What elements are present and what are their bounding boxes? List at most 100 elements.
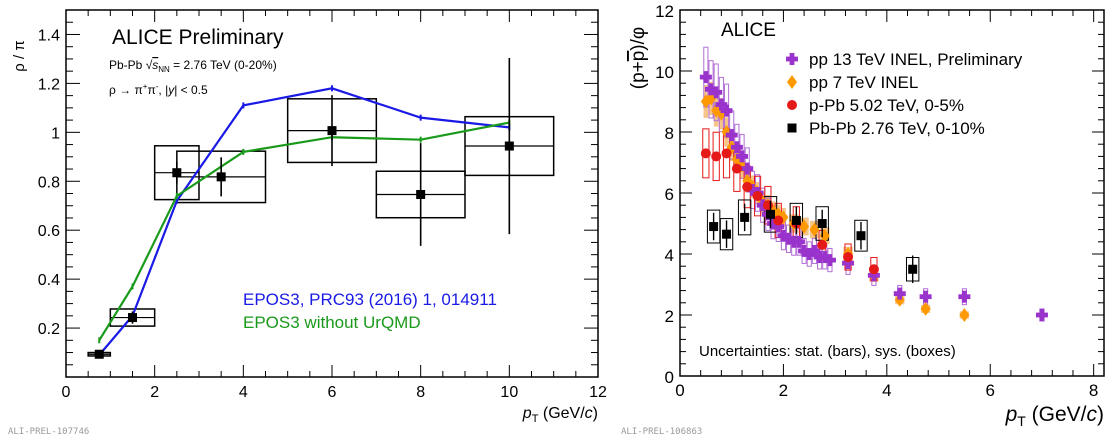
right-chart: 0 2 4 6 8 0 2 4 6 8 10 12 pp 13 TeV INEL, Prelimina… <box>621 2 1105 437</box>
right-legend-marker <box>786 53 798 65</box>
left-data-point <box>128 313 137 323</box>
left-legend-epos3: EPOS3, PRC93 (2016) 1, 014911 <box>243 290 497 309</box>
right-y-tick-label: 4 <box>665 246 674 265</box>
right-prelim-tag: ALI-PREL-106863 <box>621 427 702 437</box>
right-data-point <box>705 83 718 96</box>
right-data-point <box>700 148 711 159</box>
right-data-point <box>893 287 906 300</box>
right-x-tick-label: 6 <box>986 381 995 400</box>
right-data-point <box>799 219 810 234</box>
right-data-point <box>715 98 728 111</box>
right-y-tick-label: 12 <box>655 2 674 21</box>
right-data-point <box>765 209 775 219</box>
left-y-tick-label: 1.2 <box>38 76 60 93</box>
left-y-tick-label: 0.4 <box>38 272 60 289</box>
right-y-tick-label: 0 <box>665 368 674 387</box>
right-y-tick-label: 6 <box>665 185 674 204</box>
right-y-tick-label: 2 <box>665 307 674 326</box>
right-x-tick-label: 2 <box>779 381 788 400</box>
right-data-point <box>817 239 828 250</box>
right-y-axis-label: (p+p)/φ <box>628 27 649 90</box>
right-data-point <box>725 129 738 142</box>
right-data-point <box>868 264 879 275</box>
right-pbpb-sys-box <box>737 199 752 236</box>
left-x-tick-label: 4 <box>239 384 248 401</box>
left-x-axis-label: pT (GeV/c) <box>522 405 598 425</box>
left-x-tick-label: 6 <box>328 384 337 401</box>
right-data-point <box>706 91 717 106</box>
right-data-point <box>720 104 733 117</box>
right-y-tick-label: 10 <box>655 63 674 82</box>
left-y-tick-label: 0.6 <box>38 223 60 240</box>
right-x-tick-label: 8 <box>1089 381 1098 400</box>
left-y-tick-label: 1 <box>51 125 60 142</box>
right-data-point <box>699 71 712 84</box>
right-data-point <box>842 257 855 270</box>
right-chart-title: ALICE <box>721 20 776 41</box>
left-x-tick-label: 8 <box>416 384 425 401</box>
right-data-point <box>746 183 759 196</box>
right-x-tick-label: 4 <box>882 381 891 400</box>
right-data-point <box>823 254 836 267</box>
right-axis-ticks: 0 2 4 6 8 0 2 4 6 8 10 12 <box>655 2 1104 400</box>
left-y-axis-label: ρ / π <box>11 40 28 71</box>
left-x-tick-label: 0 <box>62 384 71 401</box>
left-legend-epos3-no-urqmd: EPOS3 without UrQMD <box>243 313 421 332</box>
right-uncertainty-note: Uncertainties: stat. (bars), sys. (boxes… <box>699 343 956 360</box>
right-data-point <box>809 222 820 237</box>
right-data-point <box>709 222 719 232</box>
right-legend-label: Pb-Pb 2.76 TeV, 0-10% <box>809 119 985 138</box>
right-data-point <box>818 251 831 264</box>
left-data-points <box>94 57 514 359</box>
left-data-point <box>216 172 226 182</box>
left-chart-title: ALICE Preliminary <box>112 26 284 49</box>
right-data-point <box>731 163 742 174</box>
right-x-tick-label: 0 <box>675 381 684 400</box>
right-data-point <box>798 244 811 257</box>
right-data-point <box>711 151 722 162</box>
right-data-points <box>699 71 1048 322</box>
right-data-point <box>803 248 816 260</box>
right-data-point <box>740 212 750 222</box>
left-x-tick-label: 12 <box>589 384 607 401</box>
right-legend: pp 13 TeV INEL, Preliminary pp 7 TeV INEL… <box>786 50 1023 138</box>
right-data-point <box>762 200 773 211</box>
right-data-point <box>782 232 795 245</box>
left-chart: 0 2 4 6 8 10 12 0.2 0.4 0.6 0.8 1 1.2 1.4 ALICE Preli… <box>8 9 607 437</box>
right-x-axis-label: pT (GeV/c) <box>1005 403 1104 429</box>
right-data-point <box>843 252 854 263</box>
right-data-point <box>722 229 732 239</box>
right-data-point <box>920 301 931 316</box>
left-x-tick-label: 10 <box>500 384 518 401</box>
right-legend-label: pp 13 TeV INEL, Preliminary <box>809 50 1023 69</box>
left-prelim-tag: ALI-PREL-107746 <box>8 427 89 437</box>
right-data-point <box>710 86 723 99</box>
right-data-point <box>767 217 780 230</box>
right-data-point <box>919 290 932 303</box>
right-legend-label: pp 7 TeV INEL <box>809 73 918 92</box>
left-subtitle-1: Pb-Pb √sNN = 2.76 TeV (0-20%) <box>109 58 277 74</box>
left-axis-ticks: 0 2 4 6 8 10 12 0.2 0.4 0.6 0.8 1 1.2 1.4 <box>38 10 607 401</box>
right-data-point <box>773 215 784 226</box>
right-data-point <box>791 215 801 225</box>
left-data-point <box>416 189 426 199</box>
right-y-tick-label: 8 <box>665 124 674 143</box>
right-data-point <box>817 219 827 228</box>
right-legend-marker <box>787 123 797 133</box>
left-y-tick-label: 1.4 <box>38 27 60 44</box>
right-data-point <box>736 150 749 163</box>
left-y-tick-label: 0.8 <box>38 174 60 191</box>
right-data-point <box>856 231 866 241</box>
right-pbpb-sys-box <box>719 218 734 251</box>
right-legend-marker <box>787 75 797 89</box>
right-data-point <box>752 191 763 202</box>
right-data-point <box>792 235 805 248</box>
right-data-point <box>741 162 754 175</box>
right-data-point <box>867 269 880 282</box>
right-pbpb-sys-box <box>789 202 804 239</box>
left-x-tick-label: 2 <box>150 384 159 401</box>
right-data-point <box>772 220 785 233</box>
right-data-point <box>908 264 918 274</box>
right-data-point <box>777 229 790 242</box>
